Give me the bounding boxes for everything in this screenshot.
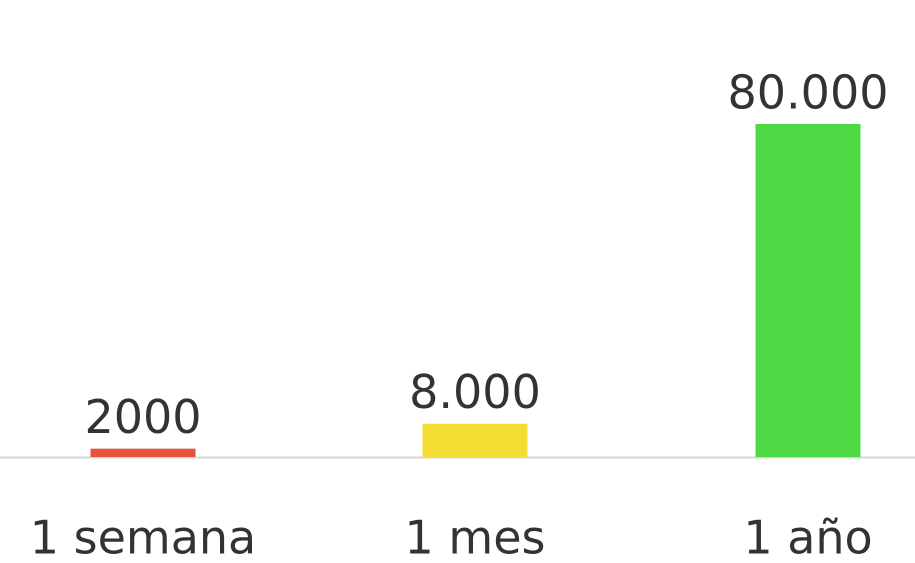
category-label: 1 mes <box>405 511 546 563</box>
bar <box>422 423 528 457</box>
value-label: 2000 <box>84 390 201 444</box>
category-label: 1 año <box>743 511 872 563</box>
bar <box>755 124 861 457</box>
value-label: 80.000 <box>728 66 889 120</box>
category-label: 1 semana <box>30 511 257 563</box>
value-label: 8.000 <box>409 365 541 419</box>
bar <box>90 448 196 457</box>
